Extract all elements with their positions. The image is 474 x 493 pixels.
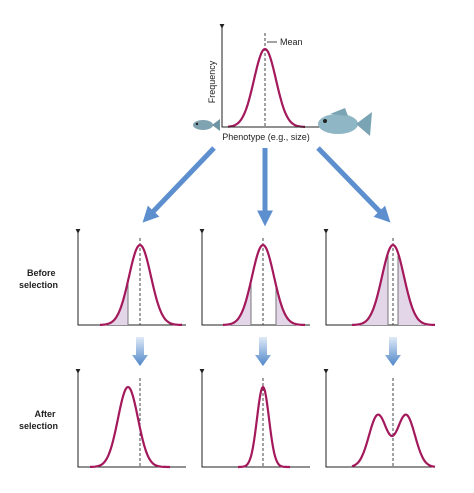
axes: [199, 368, 310, 468]
selection-arrow: [142, 146, 216, 223]
axes: [323, 368, 434, 468]
shaded-area: [223, 280, 251, 325]
small-fish: [193, 119, 220, 131]
after-label: After selection: [19, 409, 58, 431]
distribution-curve: [100, 243, 182, 326]
distribution-curve: [238, 385, 290, 469]
y-axis-label: Frequency: [207, 60, 217, 103]
down-arrow: [385, 337, 401, 366]
down-arrow: [132, 337, 148, 366]
before-label: Before selection: [19, 268, 58, 290]
distribution-curve: [227, 47, 305, 128]
mean-label: Mean: [280, 37, 303, 47]
axes: [199, 228, 310, 326]
down-arrow: [255, 337, 271, 366]
selection-arrow: [316, 146, 391, 223]
shaded-area: [100, 280, 128, 325]
distribution-curve: [352, 243, 435, 326]
distribution-curve: [90, 385, 170, 469]
x-axis-label: Phenotype (e.g., size): [222, 132, 310, 142]
axes: [75, 228, 186, 326]
graphics: [75, 23, 436, 469]
large-fish: [318, 108, 372, 136]
distribution-curve: [351, 413, 436, 468]
shaded-area: [398, 252, 435, 325]
shaded-area: [276, 285, 305, 325]
axes: [75, 368, 186, 468]
shaded-area: [352, 252, 388, 325]
distribution-curve: [223, 243, 305, 326]
